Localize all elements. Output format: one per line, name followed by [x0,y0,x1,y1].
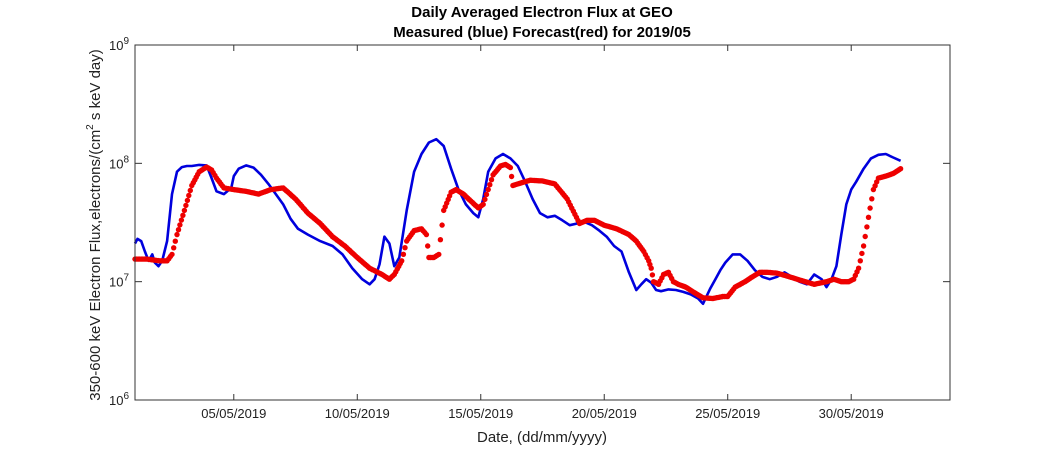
forecast-point [423,231,430,238]
y-tick-exp: 7 [123,273,129,284]
forecast-point [857,258,863,264]
forecast-point [181,207,188,214]
forecast-point [178,217,185,223]
x-axis: 05/05/2019 10/05/2019 15/05/2019 20/05/2019… [201,45,884,421]
x-tick-label: 05/05/2019 [201,406,266,421]
forecast-point [867,205,873,211]
y-tick-label: 107 [109,273,129,290]
forecast-point [487,182,493,188]
forecast-point [864,224,870,230]
chart-title: Daily Averaged Electron Flux at GEO [411,4,673,21]
forecast-point [862,233,868,240]
forecast-point [859,250,865,257]
forecast-point [648,265,654,271]
forecast-point [860,243,867,249]
y-tick-exp: 9 [123,36,129,47]
forecast-point [488,177,495,183]
y-axis-label-prefix: 350-600 keV Electron Flux,electrons/(cm [87,130,104,401]
forecast-point [649,272,656,278]
forecast-point [184,197,191,204]
y-tick-label: 106 [109,391,129,408]
forecast-point [869,196,875,202]
forecast-point [482,196,488,203]
forecast-point [483,191,490,198]
forecast-point [399,258,405,264]
forecast-point [187,187,193,194]
x-axis-label: Date, (dd/mm/yyyy) [477,429,607,446]
x-tick-label: 25/05/2019 [695,406,760,421]
chart-subtitle: Measured (blue) Forecast(red) for 2019/0… [393,24,691,41]
y-axis-label-sup: 2 [85,124,96,130]
y-tick-base: 10 [109,156,123,171]
forecast-point [480,201,486,208]
forecast-point [177,222,183,228]
y-tick-label: 108 [109,154,129,171]
forecast-point [865,214,872,220]
y-tick-exp: 6 [123,391,129,402]
forecast-point [172,238,178,244]
y-axis-label: 350-600 keV Electron Flux,electrons/(cm2… [85,49,104,401]
x-tick-label: 10/05/2019 [325,406,390,421]
measured-series-line [133,137,902,306]
y-tick-label: 109 [109,36,129,53]
forecast-point [171,245,177,251]
forecast-point [180,212,186,218]
x-tick-label: 30/05/2019 [819,406,884,421]
forecast-point [425,243,431,249]
forecast-point [175,227,182,233]
forecast-point [402,245,408,251]
x-tick-label: 20/05/2019 [572,406,637,421]
forecast-point [169,251,175,258]
forecast-point [508,173,515,180]
y-tick-base: 10 [109,393,123,408]
y-tick-exp: 8 [123,154,129,165]
forecast-point [183,202,189,209]
forecast-series [132,161,904,302]
forecast-point [186,192,192,199]
y-axis-label-suffix: s keV day) [87,49,104,124]
forecast-point [437,237,444,243]
forecast-point [485,186,491,193]
series-layer [132,137,904,306]
forecast-point [174,231,180,238]
forecast-point [507,164,514,171]
x-tick-label: 15/05/2019 [448,406,513,421]
y-tick-base: 10 [109,38,123,53]
forecast-point [439,222,445,228]
y-tick-base: 10 [109,275,123,290]
forecast-point [436,251,442,258]
forecast-point [855,265,862,271]
forecast-point [897,166,904,172]
plot-frame [134,44,951,401]
forecast-point [400,251,407,257]
